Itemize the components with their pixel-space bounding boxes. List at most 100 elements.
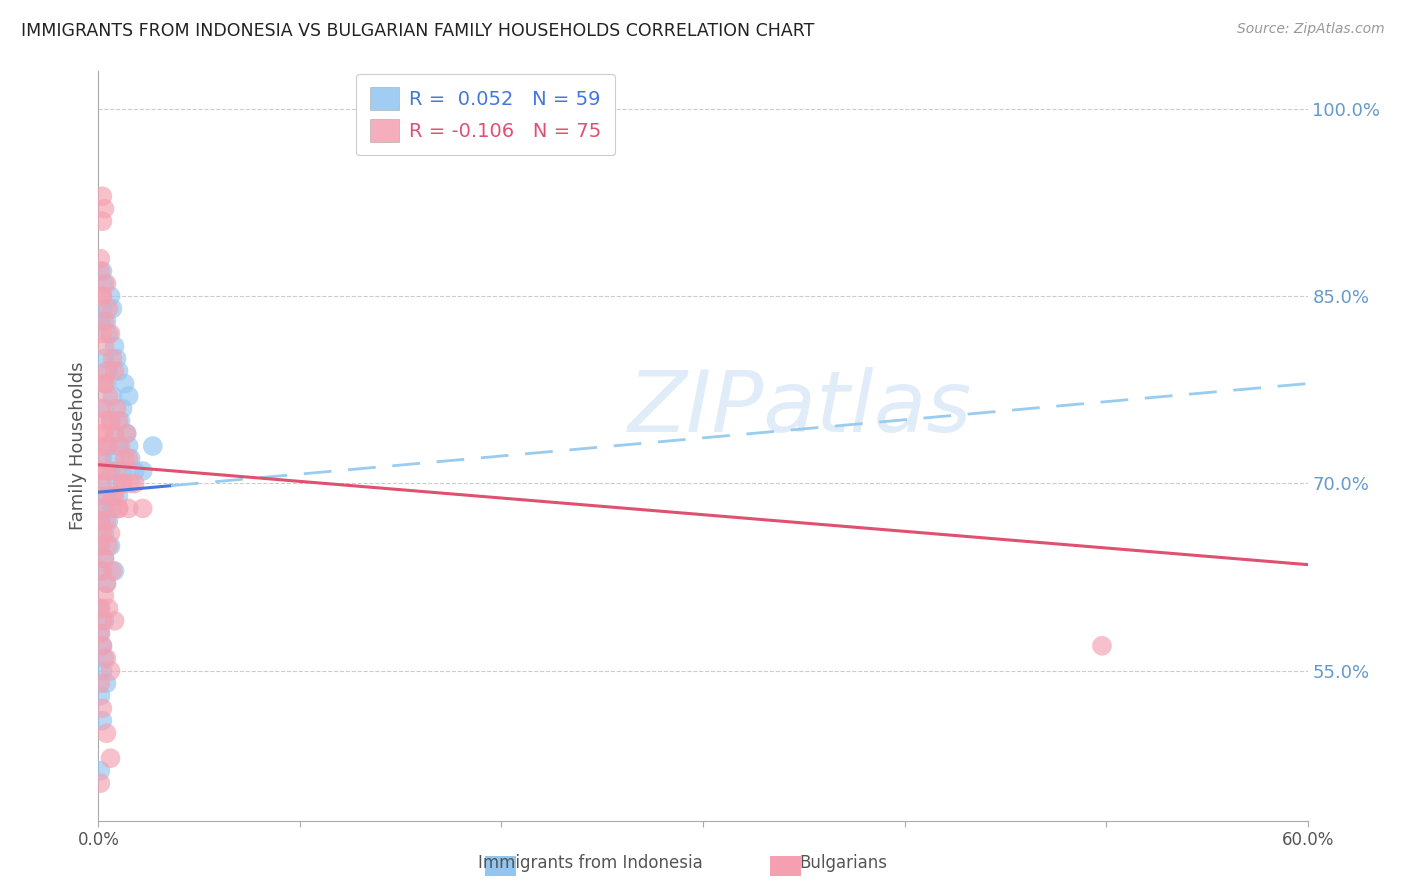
Point [124, 476, 146, 491]
Y-axis label: Family Households: Family Households [69, 362, 87, 530]
Text: Immigrants from Indonesia: Immigrants from Indonesia [478, 855, 703, 872]
Point [97, 601, 120, 615]
Point [114, 376, 136, 391]
Point [93, 339, 115, 353]
Point [96, 314, 118, 328]
Point [97, 539, 120, 553]
Point [91, 189, 114, 203]
Point [93, 314, 115, 328]
Point [97, 301, 120, 316]
Point [93, 376, 115, 391]
Point [100, 751, 122, 765]
Point [105, 476, 128, 491]
Text: Source: ZipAtlas.com: Source: ZipAtlas.com [1237, 22, 1385, 37]
Point [101, 564, 124, 578]
Point [91, 476, 114, 491]
Point [142, 439, 165, 453]
Point [105, 351, 128, 366]
Point [91, 289, 114, 303]
Point [101, 489, 124, 503]
Point [96, 576, 118, 591]
Point [89, 489, 111, 503]
Point [91, 639, 114, 653]
Point [114, 451, 136, 466]
Point [89, 401, 111, 416]
Point [96, 376, 118, 391]
Point [96, 464, 118, 478]
Point [89, 689, 111, 703]
Point [118, 389, 141, 403]
Point [97, 326, 120, 341]
Point [118, 501, 141, 516]
Point [93, 651, 115, 665]
Point [120, 451, 142, 466]
Point [91, 289, 114, 303]
Point [93, 426, 115, 441]
Point [89, 539, 111, 553]
Point [96, 489, 118, 503]
Text: Bulgarians: Bulgarians [800, 855, 887, 872]
Point [89, 676, 111, 690]
Point [103, 564, 125, 578]
Point [96, 277, 118, 291]
Point [100, 289, 122, 303]
Point [89, 264, 111, 278]
Point [107, 364, 129, 378]
Point [96, 676, 118, 690]
Point [93, 414, 115, 428]
Point [101, 389, 124, 403]
Point [103, 364, 125, 378]
Point [91, 564, 114, 578]
Point [91, 439, 114, 453]
Point [89, 601, 111, 615]
Point [89, 776, 111, 790]
Point [91, 451, 114, 466]
Point [100, 464, 122, 478]
Point [91, 701, 114, 715]
Point [103, 451, 125, 466]
Point [89, 451, 111, 466]
Point [91, 501, 114, 516]
Point [93, 551, 115, 566]
Text: ZIPatlas: ZIPatlas [627, 367, 972, 450]
Point [111, 464, 134, 478]
Point [103, 339, 125, 353]
Point [115, 426, 138, 441]
Point [93, 614, 115, 628]
Point [132, 501, 155, 516]
Point [89, 601, 111, 615]
Point [107, 501, 129, 516]
Point [96, 576, 118, 591]
Point [89, 764, 111, 778]
Point [89, 252, 111, 266]
Text: IMMIGRANTS FROM INDONESIA VS BULGARIAN FAMILY HOUSEHOLDS CORRELATION CHART: IMMIGRANTS FROM INDONESIA VS BULGARIAN F… [21, 22, 814, 40]
Point [107, 489, 129, 503]
Point [91, 664, 114, 678]
Point [115, 426, 138, 441]
Point [100, 664, 122, 678]
Point [100, 526, 122, 541]
Point [93, 589, 115, 603]
Point [97, 389, 120, 403]
Point [111, 476, 134, 491]
Point [97, 514, 120, 528]
Point [91, 614, 114, 628]
Point [93, 351, 115, 366]
Point [93, 401, 115, 416]
Point [101, 301, 124, 316]
Point [107, 501, 129, 516]
Point [96, 726, 118, 740]
Point [97, 439, 120, 453]
Point [89, 464, 111, 478]
Point [93, 526, 115, 541]
Point [96, 514, 118, 528]
Point [100, 414, 122, 428]
Point [96, 364, 118, 378]
Point [124, 464, 146, 478]
Point [97, 439, 120, 453]
Point [107, 439, 129, 453]
Point [89, 626, 111, 640]
Point [91, 639, 114, 653]
Point [96, 651, 118, 665]
Point [101, 501, 124, 516]
